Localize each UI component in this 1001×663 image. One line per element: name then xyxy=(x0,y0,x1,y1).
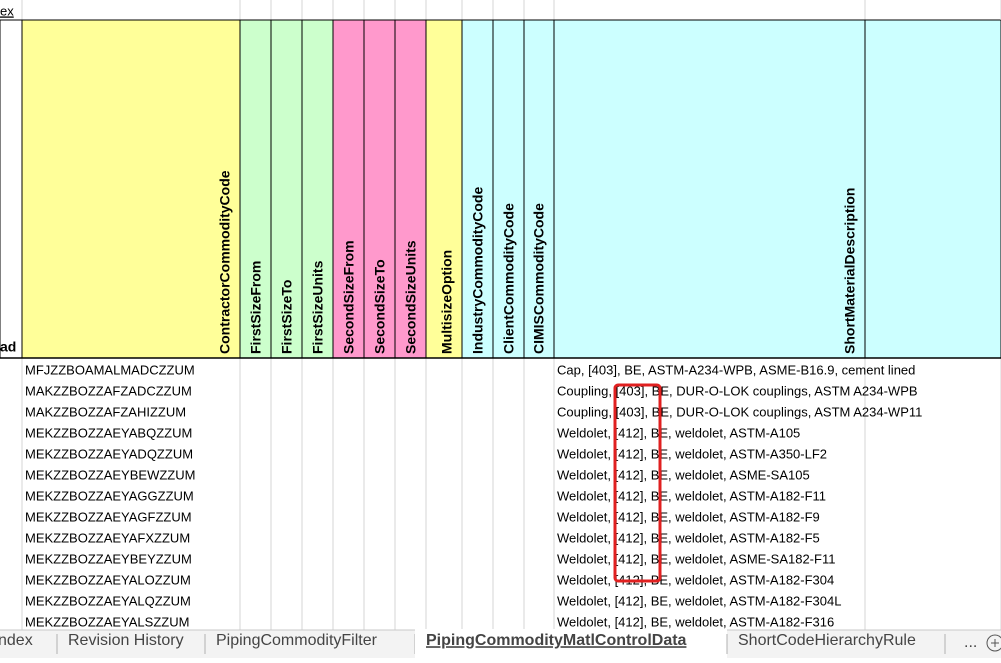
description-cell: Weldolet, [412], BE, weldolet, ASTM-A182… xyxy=(557,593,841,608)
header-cell xyxy=(363,19,396,359)
column-header: IndustryCommodityCode xyxy=(470,187,486,354)
sheet-tab[interactable]: ShortCodeHierarchyRule xyxy=(738,632,916,649)
description-cell: Cap, [403], BE, ASTM-A234-WPB, ASME-B16.… xyxy=(557,362,915,377)
description-cell: Coupling, [403], BE, DUR-O-LOK couplings… xyxy=(557,404,922,419)
code-cell: MEKZZBOZZAEYALOZZUM xyxy=(25,572,191,587)
header-cell xyxy=(864,19,1001,359)
sheet-tab[interactable]: ndex xyxy=(0,632,33,649)
column-header: SecondSizeFrom xyxy=(341,240,357,354)
column-header: FirstSizeTo xyxy=(279,280,295,354)
description-cell: Weldolet, [412], BE, weldolet, ASME-SA10… xyxy=(557,467,810,482)
code-cell: MEKZZBOZZAEYAFXZZUM xyxy=(25,530,190,545)
code-cell: MAKZZBOZZAFZAHIZZUM xyxy=(25,404,186,419)
link[interactable]: ex xyxy=(0,3,14,18)
code-cell: MEKZZBOZZAEYAGFZZUM xyxy=(25,509,192,524)
header-cell xyxy=(21,19,241,359)
description-cell: Weldolet, [412], BE, weldolet, ASTM-A182… xyxy=(557,572,834,587)
description-cell: Weldolet, [412], BE, weldolet, ASTM-A182… xyxy=(557,530,820,545)
header-cell xyxy=(553,19,866,359)
column-header: SecondSizeTo xyxy=(372,259,388,354)
header-cell xyxy=(394,19,427,359)
column-header: FirstSizeFrom xyxy=(248,261,264,354)
sheet-tab[interactable]: PipingCommodityFilter xyxy=(216,632,378,649)
code-cell: MAKZZBOZZAFZADCZZUM xyxy=(25,383,192,398)
column-header: ContractorCommodityCode xyxy=(217,170,233,354)
column-header: SecondSizeUnits xyxy=(403,240,419,354)
header-label: ad xyxy=(0,339,16,355)
description-cell: Weldolet, [412], BE, weldolet, ASTM-A182… xyxy=(557,614,834,629)
code-cell: MEKZZBOZZAEYBEWZZUM xyxy=(25,467,195,482)
column-header: MultisizeOption xyxy=(439,250,455,354)
more-tabs[interactable]: ... xyxy=(964,634,977,651)
code-cell: MEKZZBOZZAEYADQZZUM xyxy=(25,446,193,461)
column-header: ClientCommodityCode xyxy=(501,203,517,354)
description-cell: Weldolet, [412], BE, weldolet, ASME-SA18… xyxy=(557,551,835,566)
grid xyxy=(0,0,1001,630)
description-cell: Weldolet, [412], BE, weldolet, ASTM-A105 xyxy=(557,425,800,440)
code-cell: MEKZZBOZZAEYBEYZZUM xyxy=(25,551,192,566)
sheet-tabs: ndex Revision History PipingCommodityFilte… xyxy=(0,629,1001,658)
column-header: ShortMaterialDescription xyxy=(842,188,858,354)
code-cell: MEKZZBOZZAEYALSZZUM xyxy=(25,614,189,629)
active-tab xyxy=(415,629,727,658)
header-cell xyxy=(0,19,23,359)
active-sheet-tab[interactable]: PipingCommodityMatlControlData xyxy=(426,632,687,649)
column-header: FirstSizeUnits xyxy=(310,260,326,354)
highlight-box xyxy=(613,383,662,583)
cells: ex ad ContractorCommodityCode FirstSizeFrom… xyxy=(0,3,922,629)
header-cell xyxy=(301,19,334,359)
sheet-tab[interactable]: Revision History xyxy=(68,632,184,649)
code-cell: MEKZZBOZZAEYALQZZUM xyxy=(25,593,191,608)
description-cell: Coupling, [403], BE, DUR-O-LOK couplings… xyxy=(557,383,918,398)
description-cell: Weldolet, [412], BE, weldolet, ASTM-A350… xyxy=(557,446,827,461)
header-cell xyxy=(461,19,494,359)
code-cell: MFJZZBOAMALMADCZZUM xyxy=(25,362,195,377)
description-cell: Weldolet, [412], BE, weldolet, ASTM-A182… xyxy=(557,509,820,524)
description-cell: Weldolet, [412], BE, weldolet, ASTM-A182… xyxy=(557,488,826,503)
code-cell: MEKZZBOZZAEYABQZZUM xyxy=(25,425,192,440)
code-cell: MEKZZBOZZAEYAGGZZUM xyxy=(25,488,194,503)
add-sheet-button[interactable] xyxy=(986,634,1001,652)
column-header: CIMISCommodityCode xyxy=(531,203,547,354)
